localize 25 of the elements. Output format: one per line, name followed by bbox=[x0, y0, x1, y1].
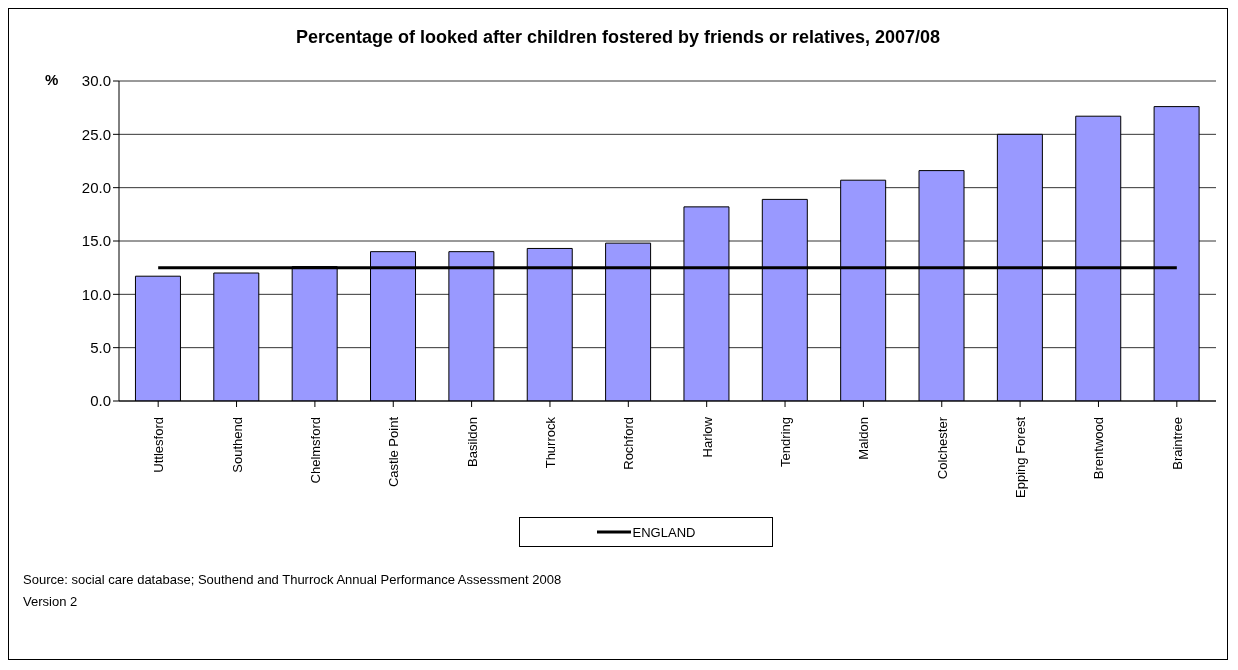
y-tick-label: 0.0 bbox=[90, 392, 111, 410]
x-tick-label: Braintree bbox=[1169, 417, 1185, 470]
y-tick-label: 30.0 bbox=[81, 72, 111, 90]
x-tick-label: Castle Point bbox=[386, 416, 402, 488]
x-tick-label: Harlow bbox=[699, 416, 715, 458]
legend-label: ENGLAND bbox=[632, 524, 696, 540]
y-tick-label: 5.0 bbox=[90, 338, 111, 356]
x-tick-label: Epping Forest bbox=[1013, 416, 1029, 498]
x-tick-label: Brentwood bbox=[1091, 417, 1107, 480]
y-tick-label: 25.0 bbox=[81, 125, 111, 143]
y-axis-title: % bbox=[45, 71, 59, 88]
x-tick-label: Thurrock bbox=[542, 416, 558, 469]
x-tick-label: Basildon bbox=[464, 417, 480, 467]
x-tick-label: Chelmsford bbox=[307, 417, 323, 484]
y-tick-label: 15.0 bbox=[81, 232, 111, 250]
x-tick-label: Uttlesford bbox=[151, 417, 167, 473]
chart-title: Percentage of looked after children fostered by friends or relatives, 2007/08 bbox=[294, 27, 942, 48]
y-tick-label: 10.0 bbox=[81, 285, 111, 303]
x-tick-label: Rochford bbox=[621, 417, 637, 470]
y-tick-label: 20.0 bbox=[81, 178, 111, 196]
source-note: Source: social care database; Southend and Thurrock Annual Performance Assessment 2008 Version 2 bbox=[23, 571, 563, 611]
x-tick-label: Maldon bbox=[856, 417, 872, 460]
x-tick-label: Tendring bbox=[778, 417, 794, 467]
x-tick-label: Southend bbox=[229, 417, 245, 473]
x-tick-label: Colchester bbox=[934, 416, 950, 480]
